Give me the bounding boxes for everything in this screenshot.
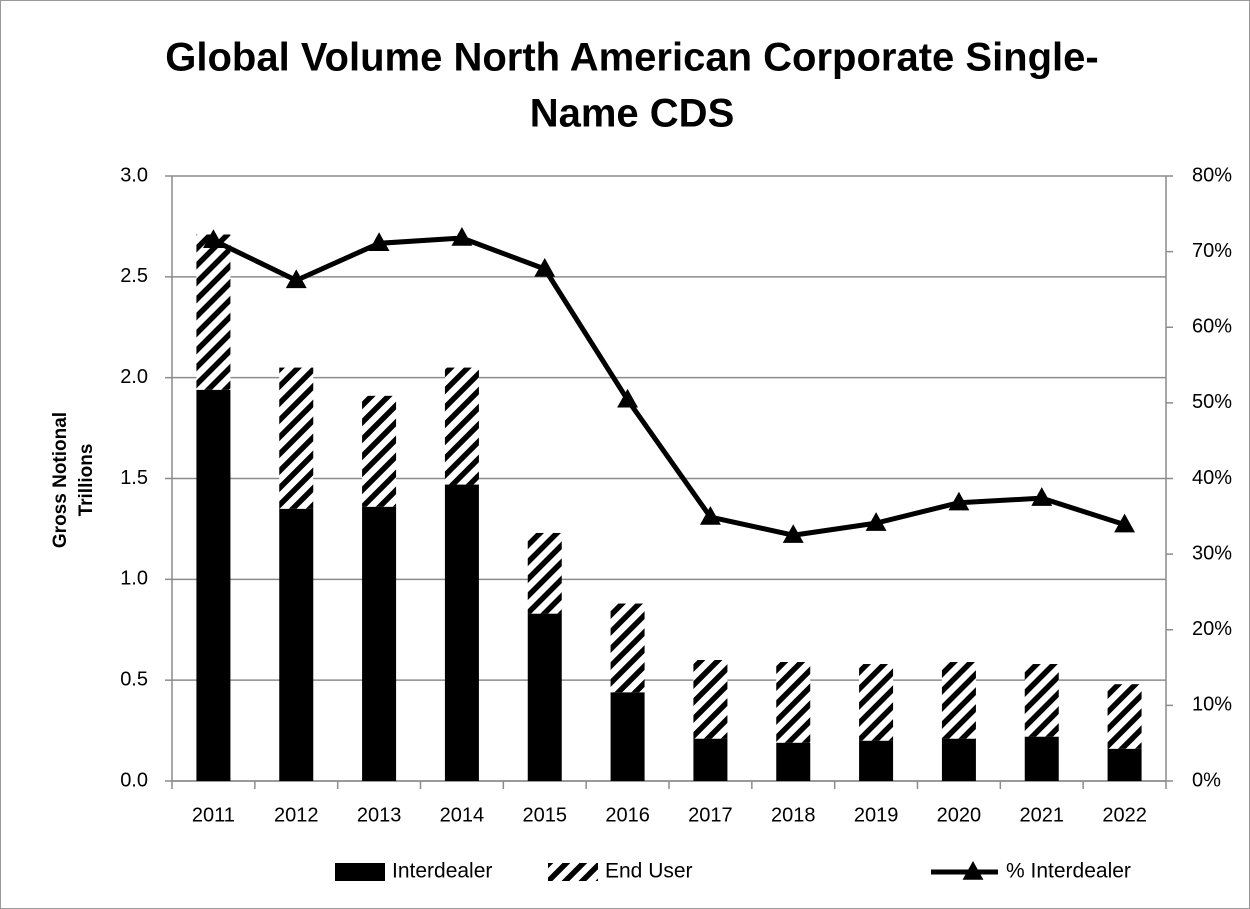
- bar: [362, 395, 397, 507]
- x-tick-label: 2019: [854, 804, 899, 826]
- legend-label: End User: [605, 860, 693, 883]
- x-tick-label: 2015: [523, 804, 568, 826]
- legend-label: Interdealer: [392, 860, 492, 883]
- y-tick-label: 3.0: [120, 164, 148, 186]
- bar: [776, 662, 811, 743]
- line-marker: [451, 227, 473, 246]
- x-tick-label: 2018: [771, 804, 816, 826]
- legend-marker: [962, 861, 984, 880]
- bar: [941, 662, 976, 739]
- y-tick-label: 0.5: [120, 668, 148, 690]
- y2-tick-label: 60%: [1192, 316, 1232, 338]
- legend-swatch: [548, 863, 598, 881]
- bar: [1107, 684, 1142, 749]
- bar: [610, 692, 645, 781]
- y-tick-label: 1.5: [120, 467, 148, 489]
- y-axis-label: Trillions: [76, 444, 97, 517]
- x-tick-label: 2020: [937, 804, 982, 826]
- y2-tick-label: 80%: [1192, 164, 1232, 186]
- bar: [279, 508, 314, 781]
- x-tick-label: 2021: [1020, 804, 1065, 826]
- line-marker: [368, 232, 390, 252]
- bar: [1024, 664, 1059, 737]
- y-tick-label: 1.0: [120, 568, 148, 590]
- y2-tick-label: 50%: [1192, 391, 1232, 413]
- bar: [776, 742, 811, 781]
- x-tick-label: 2011: [192, 804, 235, 826]
- bar: [196, 234, 231, 390]
- bar: [1024, 736, 1059, 781]
- line-series: [212, 235, 1126, 538]
- y2-tick-label: 30%: [1192, 542, 1232, 564]
- bar: [941, 738, 976, 781]
- legend-swatch: [335, 863, 385, 881]
- bar: [527, 532, 562, 614]
- y2-tick-label: 0%: [1192, 769, 1221, 791]
- y-tick-label: 2.5: [120, 265, 148, 287]
- y2-tick-label: 20%: [1192, 618, 1232, 640]
- bar: [1107, 748, 1142, 781]
- line-marker: [948, 491, 970, 511]
- legend-label: % Interdealer: [1006, 860, 1131, 883]
- bar: [444, 484, 479, 781]
- line-marker: [699, 506, 721, 525]
- line-marker: [617, 388, 639, 408]
- line-marker: [1114, 513, 1136, 533]
- y-tick-label: 2.0: [120, 366, 148, 388]
- bar: [859, 664, 894, 741]
- bar: [610, 603, 645, 693]
- bar: [279, 367, 314, 509]
- bar: [693, 660, 728, 739]
- line-marker: [534, 258, 556, 277]
- y-axis-label: Gross Notional: [50, 412, 71, 548]
- y2-tick-label: 70%: [1192, 240, 1232, 262]
- x-tick-label: 2013: [357, 804, 402, 826]
- x-tick-label: 2014: [440, 804, 485, 826]
- y-tick-label: 0.0: [120, 769, 148, 791]
- line-marker: [1031, 487, 1053, 506]
- x-tick-label: 2016: [605, 804, 650, 826]
- line-marker: [285, 269, 307, 289]
- bar: [362, 506, 397, 781]
- line-marker: [202, 229, 224, 248]
- y2-tick-label: 10%: [1192, 694, 1232, 716]
- bar: [859, 740, 894, 781]
- x-tick-label: 2012: [274, 804, 319, 826]
- bar: [693, 738, 728, 781]
- line-marker: [865, 512, 887, 531]
- x-tick-label: 2017: [688, 804, 733, 826]
- x-tick-label: 2022: [1102, 804, 1147, 826]
- chart-title: Global Volume North American Corporate S…: [165, 36, 1098, 80]
- bar: [444, 367, 479, 485]
- chart-title: Name CDS: [530, 92, 735, 136]
- y2-tick-label: 40%: [1192, 467, 1232, 489]
- line-marker: [782, 524, 804, 543]
- bar: [527, 613, 562, 781]
- bar: [196, 389, 231, 781]
